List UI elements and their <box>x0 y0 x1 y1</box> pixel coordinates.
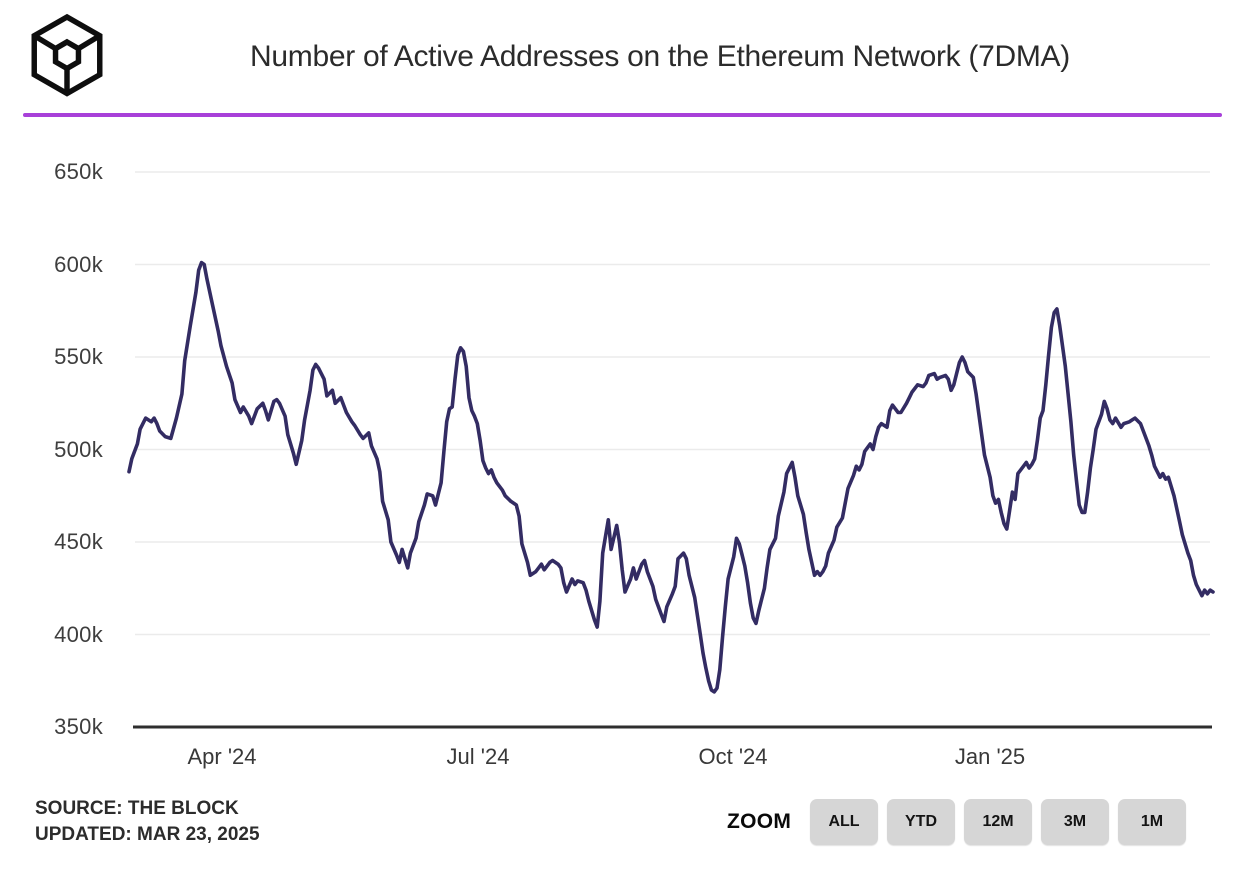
y-tick-550k: 550k <box>54 344 103 369</box>
page-title: Number of Active Addresses on the Ethere… <box>250 40 1070 73</box>
zoom-all-button[interactable]: ALL <box>810 799 878 845</box>
the-block-cube-logo <box>31 13 103 97</box>
zoom-1m-button[interactable]: 1M <box>1118 799 1186 845</box>
x-tick-jan-25: Jan '25 <box>954 744 1026 769</box>
source-attribution: SOURCE: THE BLOCK UPDATED: MAR 23, 2025 <box>35 796 260 848</box>
zoom-ytd-button[interactable]: YTD <box>887 799 955 845</box>
zoom-range-label: ZOOM <box>727 810 792 833</box>
source-line: SOURCE: THE BLOCK <box>35 798 239 819</box>
y-tick-500k: 500k <box>54 437 103 462</box>
updated-line: UPDATED: MAR 23, 2025 <box>35 824 260 845</box>
zoom-12m-button[interactable]: 12M <box>964 799 1032 845</box>
y-tick-650k: 650k <box>54 159 103 184</box>
brand-divider-rule <box>23 113 1222 117</box>
y-tick-350k: 350k <box>54 714 103 739</box>
active-addresses-series-line <box>127 260 1215 694</box>
y-tick-450k: 450k <box>54 529 103 554</box>
logo-edge-upper-left <box>32 33 57 51</box>
logo-edge-upper-right <box>77 33 102 51</box>
zoom-3m-button[interactable]: 3M <box>1041 799 1109 845</box>
y-tick-600k: 600k <box>54 252 103 277</box>
y-tick-400k: 400k <box>54 622 103 647</box>
x-tick-jul-24: Jul '24 <box>446 744 510 769</box>
zoom-range-buttons: ALL YTD 12M 3M 1M <box>810 799 1186 845</box>
x-tick-oct-24: Oct '24 <box>698 744 768 769</box>
x-tick-apr-24: Apr '24 <box>187 744 257 769</box>
